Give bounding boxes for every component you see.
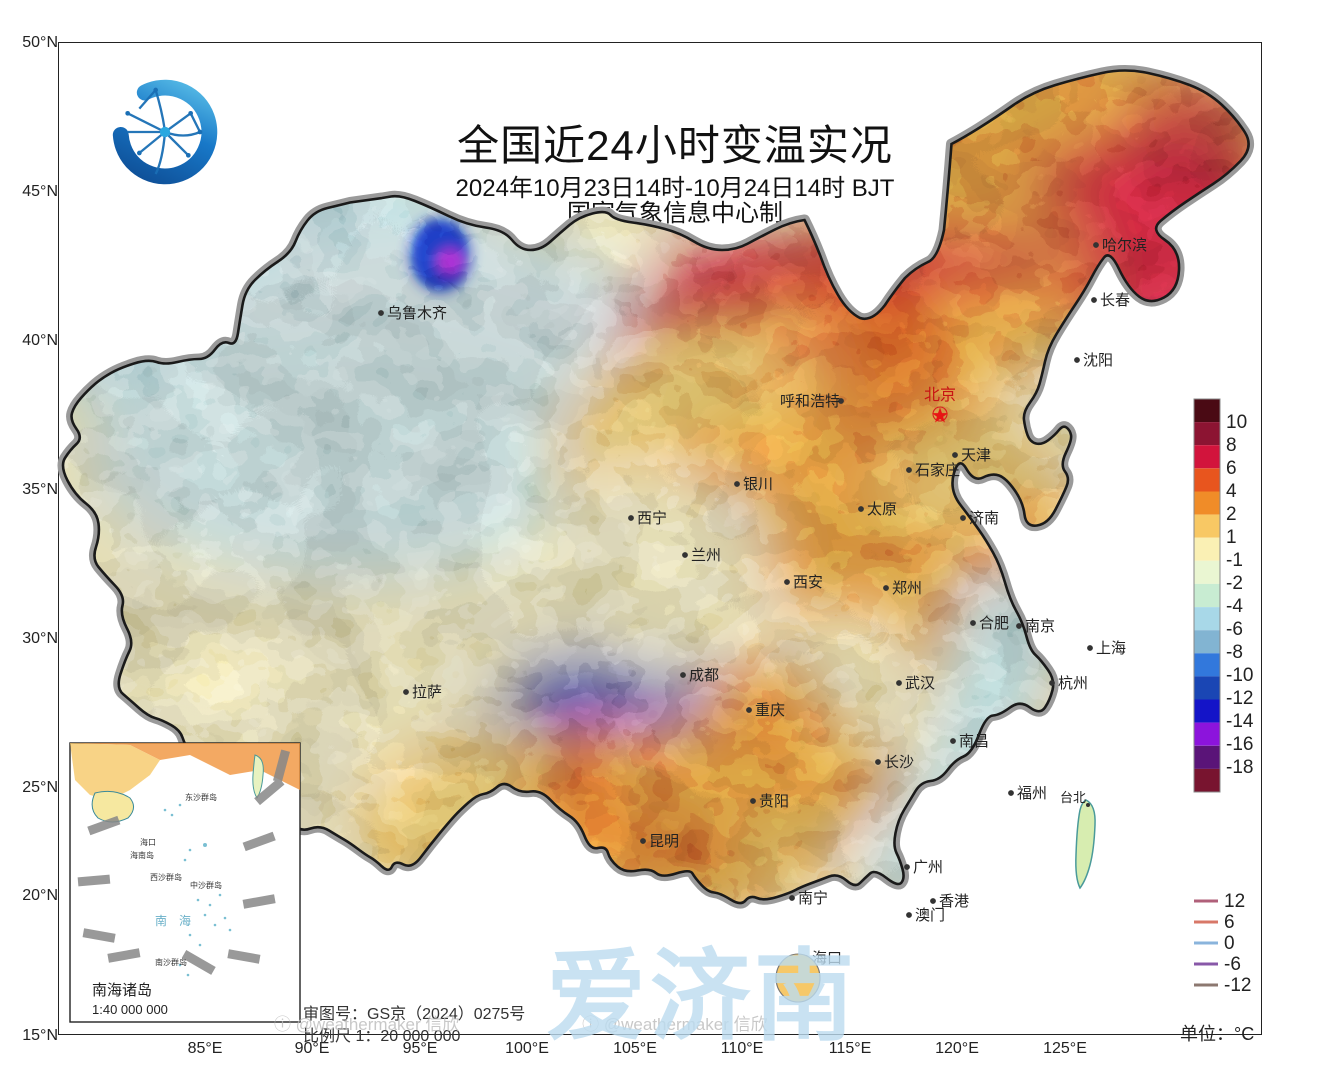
svg-text:-4: -4 xyxy=(1226,596,1243,617)
svg-text:天津: 天津 xyxy=(961,447,991,464)
svg-text:-2: -2 xyxy=(1226,573,1243,594)
svg-text:哈尔滨: 哈尔滨 xyxy=(1102,237,1147,254)
svg-text:合肥: 合肥 xyxy=(979,615,1009,632)
svg-text:1: 1 xyxy=(1226,527,1237,548)
svg-text:8: 8 xyxy=(1226,435,1237,456)
svg-text:北京: 北京 xyxy=(924,386,956,404)
svg-text:南昌: 南昌 xyxy=(959,733,989,750)
svg-text:西沙群岛: 西沙群岛 xyxy=(150,872,182,882)
svg-text:-12: -12 xyxy=(1224,975,1251,996)
svg-text:郑州: 郑州 xyxy=(892,580,922,597)
svg-text:-1: -1 xyxy=(1226,550,1243,571)
svg-text:6: 6 xyxy=(1226,458,1237,479)
svg-text:昆明: 昆明 xyxy=(649,833,679,850)
svg-text:-14: -14 xyxy=(1226,711,1254,732)
svg-text:海南岛: 海南岛 xyxy=(130,850,154,860)
svg-text:乌鲁木齐: 乌鲁木齐 xyxy=(387,305,447,322)
svg-text:海口: 海口 xyxy=(140,837,156,847)
svg-text:成都: 成都 xyxy=(689,667,719,684)
svg-text:南宁: 南宁 xyxy=(798,890,828,907)
svg-text:-8: -8 xyxy=(1226,642,1243,663)
svg-text:沈阳: 沈阳 xyxy=(1083,352,1113,369)
svg-text:台北: 台北 xyxy=(1060,790,1086,805)
svg-text:重庆: 重庆 xyxy=(755,702,785,719)
svg-text:广州: 广州 xyxy=(913,859,943,876)
svg-text:中沙群岛: 中沙群岛 xyxy=(190,880,222,890)
svg-text:兰州: 兰州 xyxy=(691,547,721,564)
svg-text:太原: 太原 xyxy=(867,501,897,518)
svg-text:南沙群岛: 南沙群岛 xyxy=(155,957,187,967)
svg-text:长沙: 长沙 xyxy=(884,754,914,771)
svg-text:-6: -6 xyxy=(1224,954,1241,975)
svg-text:长春: 长春 xyxy=(1100,292,1130,309)
svg-text:拉萨: 拉萨 xyxy=(412,684,442,701)
svg-text:南京: 南京 xyxy=(1025,618,1055,635)
svg-text:西安: 西安 xyxy=(793,574,823,591)
svg-text:西宁: 西宁 xyxy=(637,510,667,527)
svg-text:-18: -18 xyxy=(1226,757,1253,778)
svg-text:6: 6 xyxy=(1224,912,1235,933)
svg-text:福州: 福州 xyxy=(1017,785,1047,802)
svg-text:0: 0 xyxy=(1224,933,1235,954)
svg-text:南 海: 南 海 xyxy=(155,913,191,928)
svg-text:呼和浩特: 呼和浩特 xyxy=(780,393,840,410)
svg-text:银川: 银川 xyxy=(743,476,773,493)
svg-text:南海诸岛: 南海诸岛 xyxy=(92,982,152,999)
svg-text:10: 10 xyxy=(1226,412,1247,433)
svg-text:-16: -16 xyxy=(1226,734,1253,755)
svg-text:济南: 济南 xyxy=(969,510,999,527)
svg-text:石家庄: 石家庄 xyxy=(915,461,960,479)
svg-text:上海: 上海 xyxy=(1096,640,1126,657)
svg-text:贵阳: 贵阳 xyxy=(759,793,789,810)
svg-text:-12: -12 xyxy=(1226,688,1253,709)
svg-text:2: 2 xyxy=(1226,504,1237,525)
svg-text:-6: -6 xyxy=(1226,619,1243,640)
svg-text:-10: -10 xyxy=(1226,665,1253,686)
svg-text:4: 4 xyxy=(1226,481,1237,502)
svg-text:武汉: 武汉 xyxy=(905,675,935,692)
svg-text:东沙群岛: 东沙群岛 xyxy=(185,792,217,802)
svg-text:12: 12 xyxy=(1224,891,1245,912)
svg-text:杭州: 杭州 xyxy=(1058,675,1088,692)
